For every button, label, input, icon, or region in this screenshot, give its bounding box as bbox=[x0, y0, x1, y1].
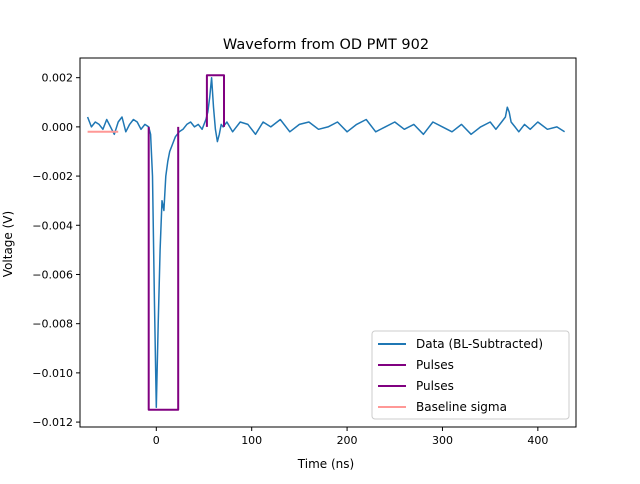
x-axis-ticks: 0 100 200 300 400 bbox=[153, 427, 548, 447]
y-tick-label: −0.010 bbox=[32, 367, 73, 380]
y-tick-label: 0.000 bbox=[42, 121, 74, 134]
x-tick-label: 400 bbox=[527, 434, 548, 447]
plot-frame bbox=[79, 57, 577, 428]
y-axis-ticks: 0.002 0.000 −0.002 −0.004 −0.006 −0.008 −0.010… bbox=[32, 72, 80, 429]
y-axis-label: Voltage (V) bbox=[1, 211, 15, 277]
y-tick-label: −0.006 bbox=[32, 268, 73, 281]
y-tick-label: −0.002 bbox=[32, 170, 73, 183]
pulse-box-1 bbox=[147, 126, 180, 411]
x-tick-label: 200 bbox=[337, 434, 358, 447]
series-layer bbox=[86, 74, 566, 411]
data-line bbox=[86, 76, 566, 409]
chart-title: Waveform from OD PMT 902 bbox=[223, 37, 429, 53]
legend: Data (BL-Subtracted) Pulses Pulses Baseline… bbox=[371, 330, 570, 420]
x-axis-label: Time (ns) bbox=[297, 457, 354, 471]
x-tick-label: 100 bbox=[241, 434, 262, 447]
legend-entry: Pulses bbox=[416, 379, 454, 393]
legend-entry: Pulses bbox=[416, 358, 454, 372]
x-tick-label: 0 bbox=[153, 434, 160, 447]
x-tick-label: 300 bbox=[432, 434, 453, 447]
pulse-box-2 bbox=[205, 74, 225, 127]
y-tick-label: −0.012 bbox=[32, 416, 73, 429]
legend-entry: Data (BL-Subtracted) bbox=[416, 337, 543, 351]
y-tick-label: −0.004 bbox=[32, 219, 73, 232]
legend-entry: Baseline sigma bbox=[416, 400, 507, 414]
legend-box bbox=[371, 330, 570, 420]
y-tick-label: −0.008 bbox=[32, 318, 73, 331]
y-tick-label: 0.002 bbox=[42, 72, 74, 85]
